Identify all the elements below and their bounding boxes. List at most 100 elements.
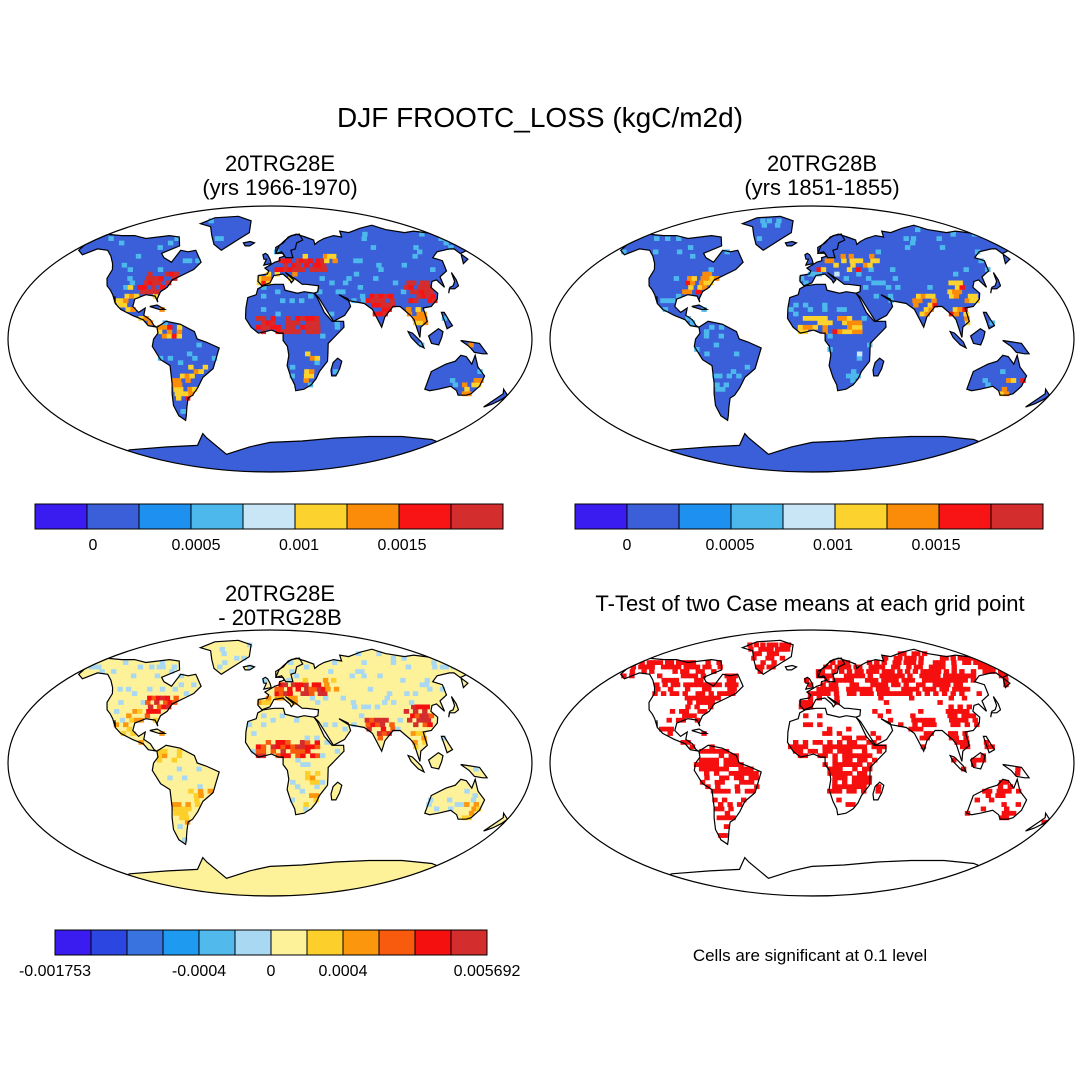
grid-cell bbox=[448, 245, 454, 250]
colorbar-panel-1: 0 0.0005 0.001 0.0015 bbox=[34, 503, 504, 554]
grid-cell bbox=[265, 324, 272, 330]
grid-cell bbox=[694, 347, 700, 352]
grid-cell bbox=[820, 682, 826, 688]
grid-cell bbox=[721, 691, 727, 696]
grid-cell bbox=[961, 713, 967, 719]
grid-cell bbox=[421, 735, 427, 741]
grid-cell bbox=[418, 320, 424, 326]
grid-cell bbox=[724, 673, 730, 679]
grid-cell bbox=[661, 677, 667, 683]
grid-cell bbox=[655, 686, 661, 692]
grid-cell bbox=[836, 307, 843, 312]
grid-cell bbox=[847, 320, 853, 326]
grid-cell bbox=[698, 766, 705, 772]
grid-cell bbox=[856, 735, 862, 741]
colorbar-swatch bbox=[834, 503, 888, 530]
grid-cell bbox=[982, 788, 988, 794]
grid-cell bbox=[887, 673, 893, 679]
colorbar-swatch bbox=[86, 503, 140, 530]
grid-cell bbox=[880, 686, 886, 692]
grid-cell bbox=[404, 691, 410, 696]
grid-cell bbox=[119, 717, 126, 723]
grid-cell bbox=[403, 709, 410, 714]
grid-cell bbox=[702, 285, 708, 290]
grid-cell bbox=[314, 735, 320, 741]
colorbar-swatch bbox=[294, 503, 348, 530]
grid-cell bbox=[320, 753, 326, 759]
grid-cell bbox=[932, 682, 938, 688]
grid-cell bbox=[704, 351, 710, 357]
grid-cell bbox=[916, 293, 922, 299]
grid-cell bbox=[316, 262, 323, 268]
grid-cell bbox=[152, 280, 158, 286]
grid-cell bbox=[328, 311, 335, 317]
grid-cell bbox=[930, 293, 936, 299]
grid-cell bbox=[390, 302, 396, 308]
grid-cell bbox=[1004, 806, 1010, 812]
grid-cell bbox=[919, 735, 925, 741]
coastline-iceland bbox=[784, 664, 798, 671]
grid-cell bbox=[803, 704, 809, 710]
grid-cell bbox=[1014, 771, 1021, 776]
grid-cell bbox=[673, 276, 680, 281]
grid-cell bbox=[812, 316, 818, 321]
grid-cell bbox=[430, 293, 436, 299]
grid-cell bbox=[793, 740, 799, 745]
grid-cell bbox=[265, 700, 272, 705]
grid-cell bbox=[715, 788, 721, 794]
grid-cell bbox=[712, 797, 718, 803]
grid-cell bbox=[831, 669, 837, 674]
land-sumatra bbox=[950, 331, 966, 348]
grid-cell bbox=[728, 762, 734, 767]
grid-cell bbox=[881, 691, 887, 696]
grid-cell bbox=[925, 717, 931, 723]
coastline-greenland bbox=[740, 215, 794, 252]
grid-cell bbox=[673, 677, 680, 683]
grid-cell bbox=[1010, 378, 1017, 383]
grid-cell bbox=[234, 655, 240, 661]
grid-cell bbox=[912, 298, 918, 304]
grid-cell bbox=[756, 236, 763, 241]
grid-cell bbox=[709, 700, 715, 705]
grid-cell bbox=[171, 333, 177, 339]
grid-cell bbox=[439, 686, 446, 692]
grid-cell bbox=[380, 302, 387, 308]
grid-cell bbox=[769, 642, 776, 648]
grid-cell bbox=[852, 766, 858, 772]
grid-cell bbox=[255, 748, 262, 754]
grid-cell bbox=[416, 717, 422, 723]
grid-cell bbox=[194, 797, 200, 803]
grid-cell bbox=[714, 748, 720, 754]
grid-cell bbox=[807, 307, 814, 312]
grid-cell bbox=[389, 298, 395, 304]
grid-cell bbox=[470, 797, 477, 803]
colorbar-swatch bbox=[190, 503, 244, 530]
grid-cell bbox=[827, 744, 833, 750]
land-antarctica bbox=[637, 433, 989, 472]
grid-cell bbox=[290, 744, 296, 750]
grid-cell bbox=[454, 802, 461, 807]
grid-cell bbox=[151, 695, 157, 701]
grid-cell bbox=[390, 655, 397, 661]
grid-cell bbox=[887, 717, 894, 723]
coastline-iceland bbox=[242, 240, 256, 247]
grid-cell bbox=[376, 651, 382, 657]
colorbar-difference: -0.001753 -0.0004 0 0.0004 0.005692 bbox=[19, 929, 520, 980]
grid-cell bbox=[265, 271, 272, 277]
grid-cell bbox=[324, 740, 330, 745]
grid-cell bbox=[930, 686, 937, 692]
grid-cell bbox=[299, 258, 305, 264]
grid-cell bbox=[351, 298, 357, 304]
grid-cell bbox=[974, 722, 980, 728]
grid-cell bbox=[669, 691, 675, 696]
grid-cell bbox=[827, 333, 833, 339]
grid-cell bbox=[412, 316, 418, 321]
grid-cell bbox=[285, 329, 291, 335]
grid-cell bbox=[941, 691, 948, 696]
grid-cell bbox=[369, 293, 375, 299]
grid-cell bbox=[408, 298, 414, 304]
grid-cell bbox=[709, 276, 715, 281]
grid-cell bbox=[188, 364, 194, 370]
grid-cell bbox=[699, 691, 706, 696]
grid-cell bbox=[733, 682, 739, 688]
